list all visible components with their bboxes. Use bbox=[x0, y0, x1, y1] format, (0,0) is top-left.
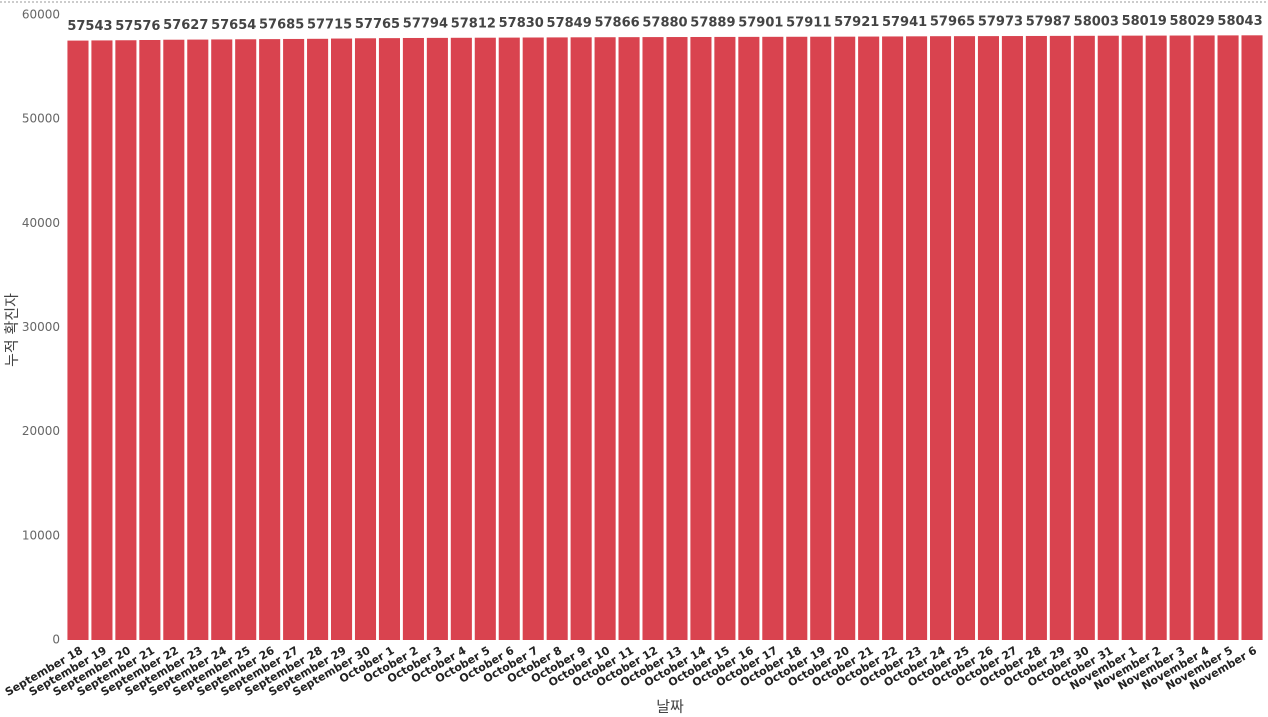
value-label: 57812 bbox=[451, 16, 496, 31]
bar bbox=[1001, 36, 1023, 640]
bar bbox=[714, 36, 736, 641]
bar bbox=[402, 37, 424, 640]
bar bbox=[1073, 35, 1095, 641]
value-label: 57880 bbox=[642, 16, 687, 31]
value-label: 57654 bbox=[211, 18, 256, 33]
value-label: 58019 bbox=[1122, 14, 1167, 29]
value-label: 57765 bbox=[355, 17, 400, 32]
bar bbox=[690, 36, 712, 641]
y-tick-label: 40000 bbox=[22, 216, 60, 230]
value-label: 57543 bbox=[67, 19, 112, 34]
bar bbox=[474, 37, 496, 640]
bar bbox=[594, 37, 616, 640]
bar bbox=[738, 36, 760, 641]
bar bbox=[67, 40, 89, 640]
value-label: 57627 bbox=[163, 18, 208, 33]
bar bbox=[810, 36, 832, 641]
y-tick-label: 20000 bbox=[22, 424, 60, 438]
bar bbox=[115, 40, 137, 640]
bar bbox=[1193, 35, 1215, 641]
value-label: 57911 bbox=[786, 15, 831, 30]
bar bbox=[953, 36, 976, 640]
value-label: 57973 bbox=[978, 15, 1023, 30]
value-label: 57849 bbox=[547, 16, 592, 31]
bar bbox=[1121, 35, 1143, 640]
bar bbox=[906, 36, 928, 640]
bar bbox=[330, 38, 353, 640]
bar bbox=[283, 38, 305, 641]
value-label: 57715 bbox=[307, 17, 352, 32]
bar bbox=[762, 36, 784, 640]
value-label: 57921 bbox=[834, 15, 879, 30]
bar bbox=[929, 36, 952, 640]
bar bbox=[307, 38, 329, 641]
bar bbox=[1169, 35, 1191, 640]
bar bbox=[450, 37, 472, 640]
bar bbox=[570, 37, 592, 640]
value-label: 57901 bbox=[738, 15, 783, 30]
value-label: 58043 bbox=[1217, 14, 1262, 29]
bar bbox=[1241, 35, 1263, 640]
bar bbox=[522, 37, 544, 640]
bar bbox=[211, 39, 233, 640]
x-axis-title: 날짜 bbox=[656, 698, 684, 716]
value-label: 57941 bbox=[882, 15, 927, 30]
bar bbox=[354, 38, 377, 640]
y-axis-title: 누적 확진자 bbox=[3, 293, 21, 367]
bar bbox=[666, 37, 688, 640]
value-label: 57965 bbox=[930, 15, 975, 30]
value-label: 58003 bbox=[1074, 14, 1119, 29]
value-label: 57866 bbox=[594, 16, 639, 31]
y-tick-label: 60000 bbox=[22, 8, 60, 22]
value-label: 57889 bbox=[690, 15, 735, 30]
bar bbox=[1049, 35, 1071, 640]
bar bbox=[1145, 35, 1167, 641]
bar bbox=[91, 40, 113, 640]
bar bbox=[426, 37, 448, 640]
bar bbox=[786, 36, 808, 640]
y-tick-label: 0 bbox=[52, 633, 60, 647]
bar bbox=[977, 36, 1000, 641]
value-label: 57987 bbox=[1026, 14, 1071, 29]
bar bbox=[618, 37, 640, 640]
y-tick-label: 10000 bbox=[22, 528, 60, 542]
bar bbox=[546, 37, 568, 640]
bar bbox=[834, 36, 856, 640]
y-tick-label: 30000 bbox=[22, 320, 60, 334]
value-label: 57576 bbox=[115, 19, 160, 34]
bar bbox=[187, 39, 209, 641]
value-label: 57830 bbox=[499, 16, 544, 31]
bar bbox=[858, 36, 880, 641]
bar bbox=[259, 39, 281, 641]
bar bbox=[882, 36, 904, 640]
bar bbox=[139, 40, 161, 640]
y-tick-label: 50000 bbox=[22, 112, 60, 126]
value-label: 58029 bbox=[1170, 14, 1215, 29]
bar bbox=[642, 37, 664, 641]
bar bbox=[163, 39, 185, 640]
bar bbox=[1097, 35, 1119, 640]
bar bbox=[235, 39, 257, 641]
bar bbox=[378, 38, 401, 640]
value-label: 57794 bbox=[403, 16, 448, 31]
bar bbox=[1217, 35, 1239, 640]
value-label: 57685 bbox=[259, 18, 304, 33]
bar bbox=[1025, 35, 1047, 640]
bar bbox=[498, 37, 520, 640]
